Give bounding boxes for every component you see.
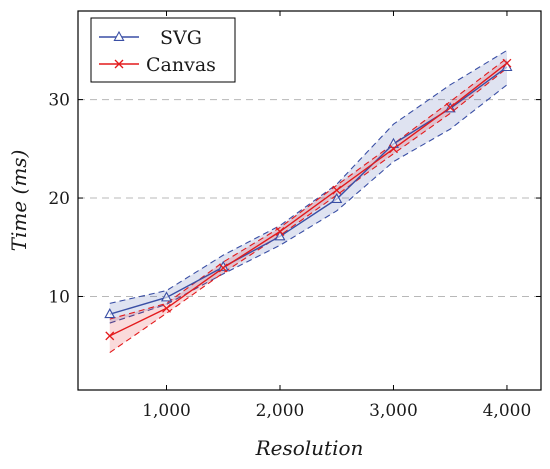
canvas-point [162, 303, 171, 313]
svg-point [104, 308, 116, 319]
series-markers [104, 58, 513, 341]
legend: SVG Canvas [90, 17, 236, 83]
svg-upper-bound [109, 49, 508, 304]
canvas-point [502, 58, 512, 68]
y-axis-title: Time (ms) [7, 150, 31, 252]
x-tick-label: 2,000 [256, 401, 305, 421]
svg-band [109, 50, 507, 324]
x-tick-label: 1,000 [142, 401, 191, 421]
svg-point [331, 192, 343, 203]
y-tick-label: 20 [48, 189, 70, 209]
canvas-upper-bound [109, 57, 508, 320]
legend-item-canvas: Canvas [99, 54, 216, 76]
svg-point [160, 291, 173, 302]
canvas-point [445, 103, 455, 112]
series-lines [109, 62, 508, 337]
grid-layer [78, 99, 541, 297]
canvas-lower-bound [109, 67, 508, 354]
legend-box [90, 17, 236, 83]
y-tick-label: 30 [48, 91, 70, 111]
legend-label: Canvas [146, 54, 216, 76]
canvas-point [105, 331, 115, 341]
svg-point [274, 230, 286, 241]
canvas-line [109, 62, 508, 337]
legend-label: SVG [160, 27, 202, 49]
x-tick-label: 4,000 [483, 401, 532, 421]
plot-frame [77, 10, 542, 391]
canvas-point [332, 185, 342, 195]
canvas-point [389, 144, 398, 154]
svg-point [387, 137, 400, 148]
legend-triangle-icon [113, 30, 125, 41]
y-tick-label: 10 [48, 287, 70, 307]
axis-ticks: 10 20 30 1,000 2,000 3,000 4,000 [48, 11, 541, 421]
confidence-bands [109, 49, 508, 354]
canvas-point [218, 263, 228, 273]
canvas-point [275, 227, 285, 236]
x-axis-title: Resolution [255, 436, 364, 460]
svg-lower-bound [109, 84, 508, 324]
canvas-band [109, 58, 507, 353]
x-tick-label: 3,000 [369, 401, 418, 421]
legend-cross-icon [114, 59, 124, 69]
legend-item-svg: SVG [99, 27, 202, 49]
